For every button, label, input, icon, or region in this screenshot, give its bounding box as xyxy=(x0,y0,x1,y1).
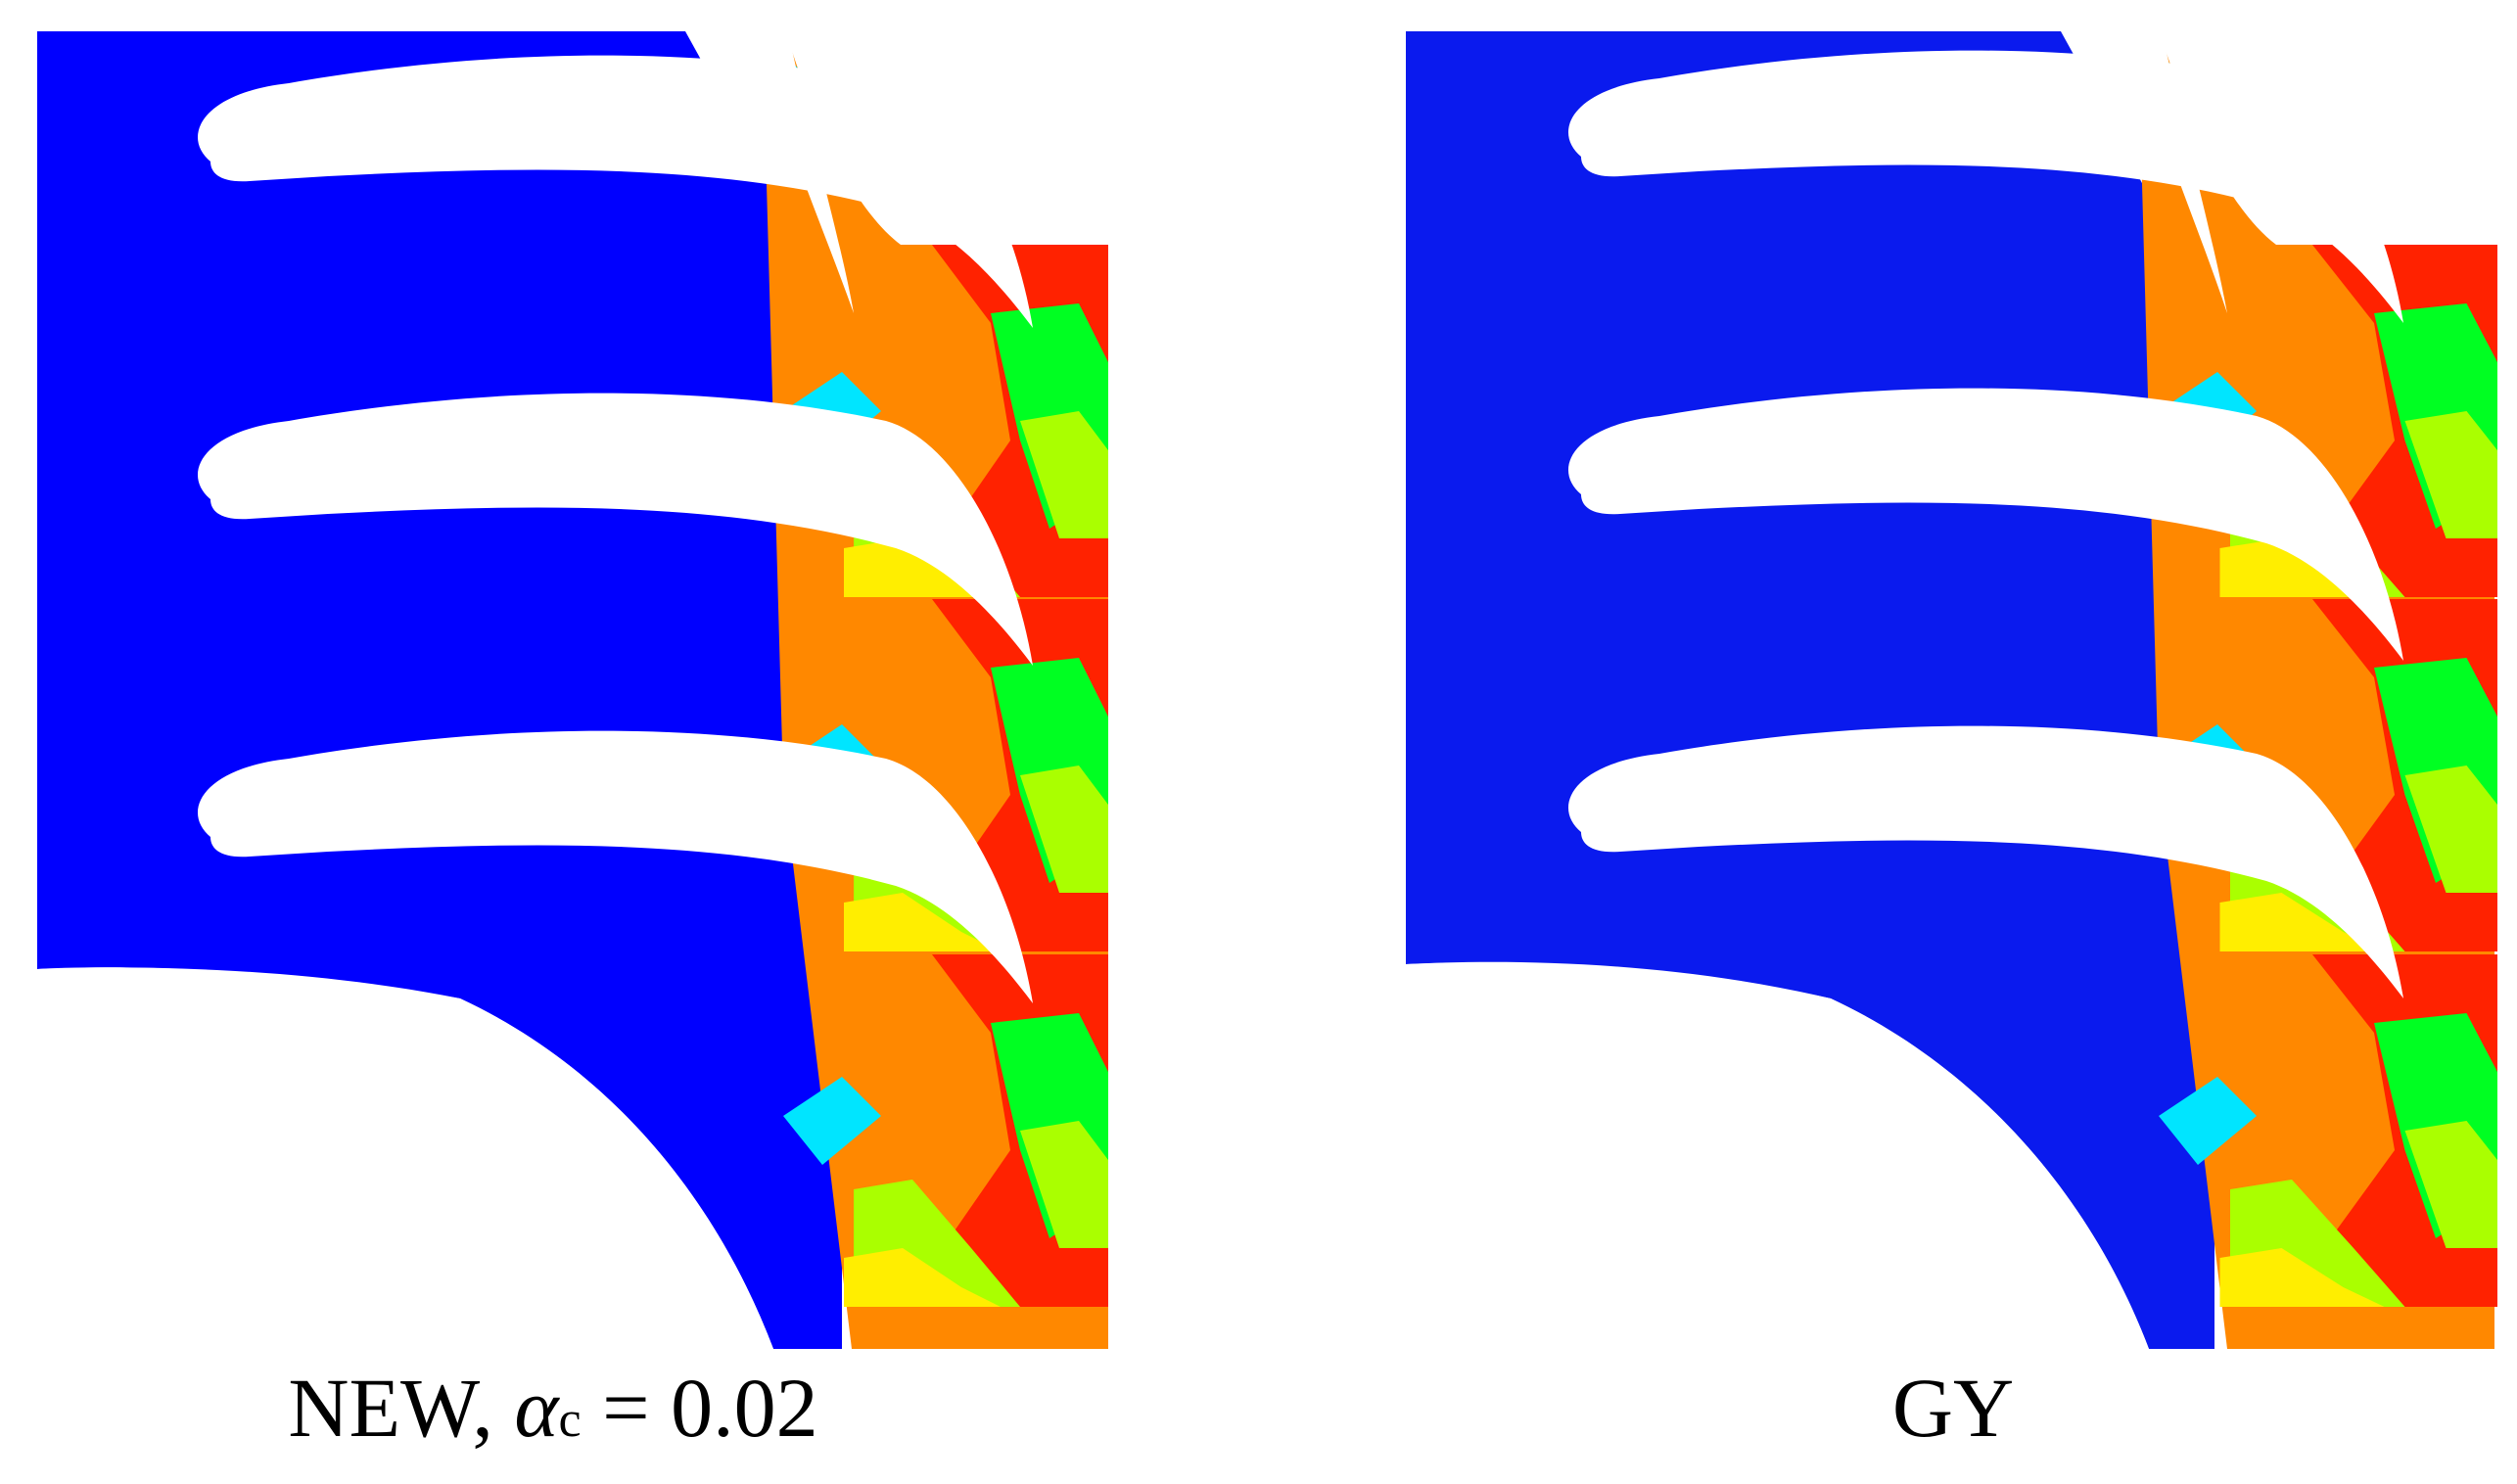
caption-left: NEW, αc = 0.02 xyxy=(0,1366,1106,1450)
panel-left xyxy=(37,31,1108,1349)
caption-right: GY xyxy=(1400,1366,2506,1450)
caption-left-method: NEW, xyxy=(288,1361,493,1455)
panel-right xyxy=(1406,31,2497,1349)
inlet-region-left xyxy=(37,31,842,1349)
inlet-region-right xyxy=(1406,31,2214,1349)
outlet-region-right xyxy=(2139,39,2497,1349)
caption-left-relation: = 0.02 xyxy=(602,1361,818,1455)
caption-left-symbol: α xyxy=(514,1361,559,1455)
caption-right-method: GY xyxy=(1891,1361,2015,1455)
lower-wall-right xyxy=(1406,962,2149,1349)
caption-left-subscript: c xyxy=(558,1392,582,1448)
outlet-region-left xyxy=(764,39,1108,1349)
lower-wall-left xyxy=(37,967,773,1349)
